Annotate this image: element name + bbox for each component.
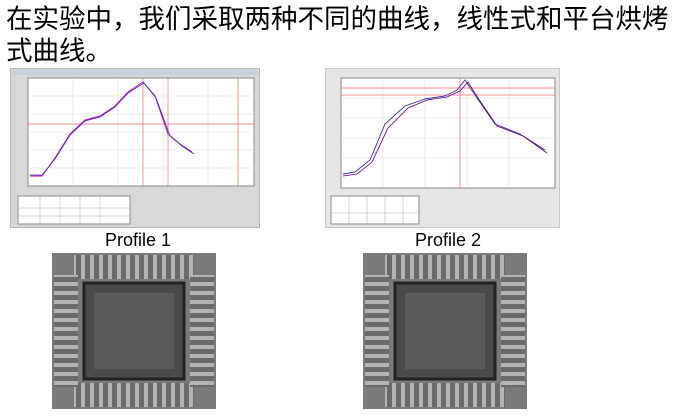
figure-label: Profile 2: [414, 230, 482, 250]
paragraph: 在实验中，我们采取两种不同的曲线，线性式和平台烘烤式曲线。: [6, 4, 669, 67]
profile-chart-2: [325, 68, 560, 228]
figure-label: Profile 1: [104, 230, 172, 250]
xray-image-1: [52, 253, 216, 409]
xray-image-2: [363, 253, 527, 409]
profile-chart-1: [10, 68, 260, 228]
